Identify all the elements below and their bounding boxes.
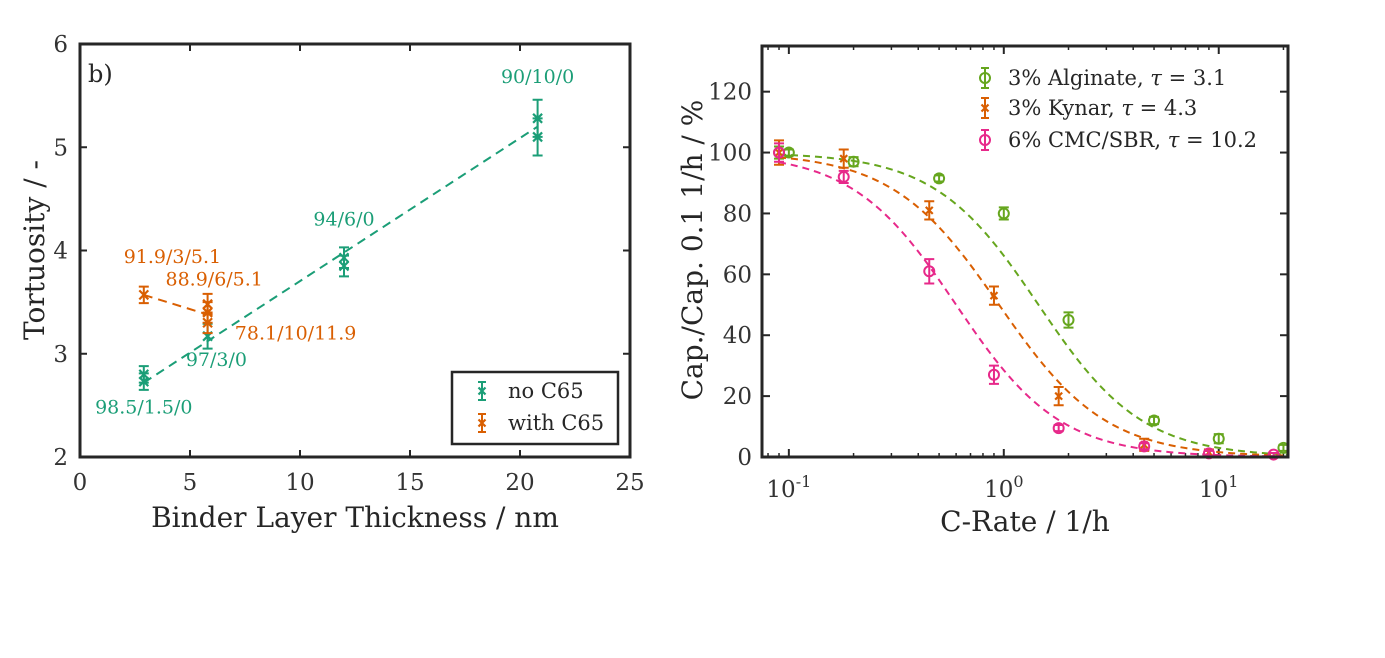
left-x-tick-label: 20 <box>505 470 534 496</box>
tortuosity-chart: 0 5 10 15 20 25 2 3 4 5 6 90/10/0 94/6/0 91.9/3/5.188… <box>18 32 645 534</box>
right-fit-curve-0 <box>778 153 1289 456</box>
left-y-tick-label: 6 <box>53 32 68 58</box>
right-legend-label-alginate: 3% Alginate, τ = 3.1 <box>1008 66 1226 90</box>
right-y-tick-label: 100 <box>708 141 752 167</box>
left-plot-frame <box>78 42 632 459</box>
left-panel-label: b) <box>88 60 113 88</box>
right-legend-symbol-errbar <box>981 129 989 151</box>
left-data-point <box>138 369 150 380</box>
left-plot-contents: 0 5 10 15 20 25 2 3 4 5 6 90/10/0 94/6/0 91.9/3/5.188… <box>53 32 644 496</box>
right-data-point <box>839 154 849 163</box>
right-y-tick-label: 60 <box>723 262 752 288</box>
right-x-axis-label: C-Rate / 1/h <box>940 505 1110 538</box>
left-x-axis-label: Binder Layer Thickness / nm <box>151 501 559 534</box>
capacity-rate-chart: 10-1 100 101 0 20 40 60 80 100 120 C-Rate / 1/h C… <box>676 44 1290 538</box>
left-trend-line-1 <box>143 293 208 316</box>
left-composition-annotation: 97/3/0 <box>186 349 247 371</box>
right-data-point <box>1052 422 1065 435</box>
right-legend-symbol-marker <box>980 103 990 113</box>
left-legend-symbol-marker <box>477 418 487 428</box>
left-composition-annotation: 88.9/6/5.1 <box>165 269 262 291</box>
right-data-point <box>987 368 1000 381</box>
right-data-point <box>837 170 850 183</box>
right-legend-symbol-marker <box>979 72 991 84</box>
left-x-tick-label: 5 <box>183 470 198 496</box>
left-composition-annotation: 90/10/0 <box>501 66 574 88</box>
right-y-tick-label: 20 <box>723 384 752 410</box>
left-data-point <box>532 113 543 124</box>
left-data-point <box>338 252 350 264</box>
right-data-point <box>773 146 786 159</box>
right-data-point <box>1062 314 1075 326</box>
left-y-tick-label: 2 <box>53 445 68 471</box>
right-y-tick-label: 120 <box>708 80 752 106</box>
right-data-point <box>989 291 999 300</box>
right-data-point <box>1267 448 1280 461</box>
right-data-point <box>1148 414 1161 427</box>
left-composition-annotation: 98.5/1.5/0 <box>95 397 192 419</box>
left-legend-label-no-c65: no C65 <box>508 379 584 403</box>
right-error-bar <box>988 364 999 385</box>
left-x-tick-label: 10 <box>285 470 314 496</box>
left-legend-label-with-c65: with C65 <box>508 411 604 435</box>
right-data-point <box>847 155 860 168</box>
left-y-tick-label: 4 <box>53 239 68 265</box>
right-legend-label-kynar: 3% Kynar, τ = 4.3 <box>1008 96 1197 120</box>
right-data-point <box>997 207 1010 220</box>
right-legend: 3% Alginate, τ = 3.1 3% Kynar, τ = 4.3 6… <box>979 66 1257 152</box>
left-composition-annotation: 94/6/0 <box>313 209 374 231</box>
left-legend-symbol-marker <box>477 386 487 396</box>
right-data-point <box>1138 440 1151 453</box>
right-plot-contents: 10-1 100 101 0 20 40 60 80 100 120 <box>708 46 1290 503</box>
right-legend-label-cmc-sbr: 6% CMC/SBR, τ = 10.2 <box>1008 128 1257 152</box>
left-composition-annotation: 78.1/10/11.9 <box>235 322 357 344</box>
right-x-tick-label: 101 <box>1199 472 1238 503</box>
right-legend-symbol-marker <box>979 134 991 146</box>
right-y-axis-label: Cap./Cap. 0.1 1/h / % <box>676 100 709 401</box>
right-data-point <box>924 206 934 215</box>
right-fit-curve-2 <box>778 161 1289 458</box>
left-y-axis-label: Tortuosity / - <box>18 160 51 340</box>
right-x-tick-label: 10-1 <box>766 472 811 503</box>
right-data-point <box>933 172 946 185</box>
left-x-tick-label: 25 <box>615 470 644 496</box>
left-composition-annotation: 91.9/3/5.1 <box>124 246 221 268</box>
right-data-point <box>923 265 936 278</box>
left-y-tick-label: 5 <box>53 135 68 161</box>
right-y-tick-label: 0 <box>737 445 752 471</box>
left-x-tick-label: 0 <box>73 470 88 496</box>
right-legend-symbol-errbar <box>981 67 989 89</box>
left-y-tick-label: 3 <box>53 342 68 368</box>
right-y-tick-label: 40 <box>723 323 752 349</box>
right-x-tick-label: 100 <box>984 472 1023 503</box>
left-data-point <box>202 298 213 310</box>
right-data-point <box>1054 391 1063 401</box>
left-trend-line-0 <box>143 125 539 384</box>
right-error-bar <box>774 142 785 163</box>
right-plot-frame <box>760 44 1290 459</box>
right-data-point <box>1212 432 1225 445</box>
left-legend: no C65 with C65 <box>450 370 620 446</box>
right-error-bar <box>1203 449 1214 457</box>
right-fit-curve-1 <box>778 156 1289 457</box>
right-y-tick-label: 80 <box>723 201 752 227</box>
right-error-bar <box>924 258 935 285</box>
left-data-point <box>138 289 150 301</box>
left-x-tick-label: 15 <box>395 470 424 496</box>
